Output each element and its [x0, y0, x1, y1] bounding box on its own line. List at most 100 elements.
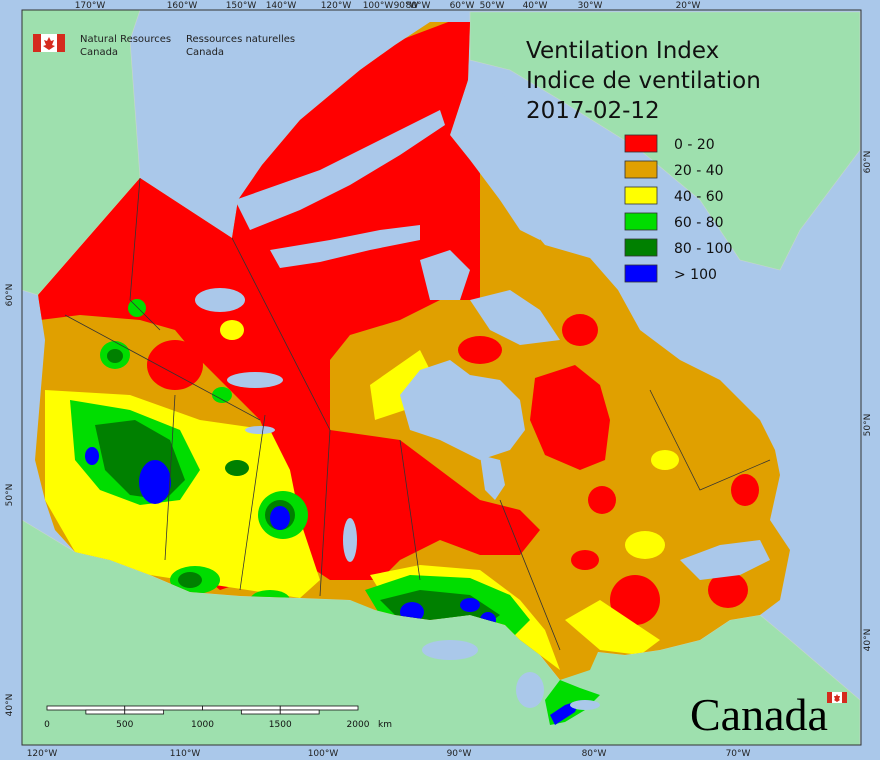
arctic-channels [235, 110, 445, 230]
graticule-bottom-label: 110°W [170, 749, 201, 759]
legend-label: 40 - 60 [674, 189, 724, 205]
agency-name-fr-line1: Ressources naturelles [186, 34, 295, 45]
scale-tick-label: 1500 [269, 720, 292, 730]
graticule-top-label: 120°W [321, 1, 352, 11]
graticule-bottom-label: 90°W [447, 749, 472, 759]
graticule-left-labels: 60°N 50°N 40°N [5, 284, 15, 717]
agency-name-en-line1: Natural Resources [80, 34, 171, 45]
60th-parallel-border [64, 314, 261, 421]
legend-item: 0 - 20 [624, 134, 715, 153]
legend-item: 20 - 40 [624, 160, 724, 179]
title-date: 2017-02-12 [526, 98, 660, 124]
graticule-left-label: 40°N [5, 694, 15, 717]
legend-label: 0 - 20 [674, 137, 715, 153]
scale-tick-label: 1000 [191, 720, 214, 730]
graticule-bottom-label: 70°W [726, 749, 751, 759]
zone-0-20-quebec [530, 365, 610, 470]
graticule-top-label: 170°W [75, 1, 106, 11]
graticule-top-labels: 170°W 160°W 150°W 140°W 120°W 100°W 90°W80°W 60… [75, 1, 701, 11]
legend-swatch [624, 238, 658, 257]
graticule-top-label: 60°W [450, 1, 475, 11]
lake-athabasca [245, 426, 275, 434]
zone-over-100-alberta [139, 460, 171, 504]
nwt-nunavut-border [231, 237, 331, 431]
graticule-top-label: 40°W [523, 1, 548, 11]
zone-80-100-mt-border [178, 572, 202, 588]
graticule-top-label: 80°W [406, 1, 431, 11]
title-fr: Indice de ventilation [526, 68, 761, 94]
zone-60-80-yukon-north [128, 299, 146, 317]
yukon-nwt-border [129, 177, 161, 331]
graticule-top-label: 90°W [394, 1, 419, 11]
map-frame [21, 9, 862, 746]
ontario-quebec-border [499, 499, 561, 651]
hudson-strait [470, 290, 560, 345]
zone-0-20-eastern-townships [610, 575, 660, 625]
graticule-bottom-label: 80°W [582, 749, 607, 759]
quebec-labrador-border [649, 389, 771, 491]
alberta-sask-border [239, 414, 266, 591]
legend-item: > 100 [624, 264, 717, 283]
legend-label: 20 - 40 [674, 163, 724, 179]
graticule-top-label: 160°W [167, 1, 198, 11]
zone-40-60-quebec [565, 600, 660, 655]
graticule-left-label: 50°N [5, 484, 15, 507]
zone-0-20-labrador-south [731, 474, 759, 506]
foxe-basin [420, 250, 470, 300]
legend-label: 60 - 80 [674, 215, 724, 231]
graticule-bottom-labels: 120°W 110°W 100°W 90°W 80°W 70°W [27, 749, 751, 759]
zone-0-20-hudson-east [458, 336, 502, 364]
zone-0-20-quebec-central [571, 550, 599, 570]
zone-0-20-ungava [562, 314, 598, 346]
zone-80-100-yukon [107, 349, 123, 363]
arctic-channels-2 [270, 225, 420, 268]
map-title: Ventilation Index Indice de ventilation … [526, 38, 761, 124]
graticule-top-label: 140°W [266, 1, 297, 11]
graticule-top-label: 30°W [578, 1, 603, 11]
manitoba-ontario-border [399, 439, 421, 581]
zone-0-20-new-brunswick [708, 572, 748, 608]
zone-0-20-quebec-south [588, 486, 616, 514]
legend: 0 - 20 20 - 40 40 - 60 60 - 80 80 - 100 > 100 [624, 134, 733, 283]
zone-40-60-lsj [625, 531, 665, 559]
scale-tick-label: 500 [116, 720, 133, 730]
great-bear-lake [195, 288, 245, 312]
graticule-top-label: 150°W [226, 1, 257, 11]
great-slave-lake [227, 372, 283, 388]
graticule-left-label: 60°N [5, 284, 15, 307]
scale-unit: km [378, 720, 392, 730]
greenland-land [469, 11, 861, 271]
canada-wordmark: Canada [690, 689, 847, 740]
graticule-bottom-label: 100°W [308, 749, 339, 759]
agency-name-fr-line2: Canada [186, 47, 224, 58]
zone-40-60-hudson [370, 350, 430, 420]
wordmark-flag-icon [827, 692, 847, 703]
legend-swatch [624, 134, 658, 153]
graticule-bottom-label: 120°W [27, 749, 58, 759]
zone-over-100-ontario-mid [460, 598, 480, 612]
agency-signature: Natural Resources Canada Ressources natu… [33, 34, 295, 58]
canada-wordmark-text: Canada [690, 689, 828, 740]
legend-item: 40 - 60 [624, 186, 724, 205]
graticule-top-label: 20°W [676, 1, 701, 11]
graticule-top-label: 50°W [480, 1, 505, 11]
legend-swatch [624, 264, 658, 283]
hudson-bay [400, 360, 525, 460]
graticule-right-label: 40°N [863, 629, 873, 652]
scale-tick-label: 2000 [347, 720, 370, 730]
lake-ontario [570, 700, 600, 710]
provincial-boundaries [64, 177, 771, 651]
lake-superior [422, 640, 478, 660]
lake-winnipeg [343, 518, 357, 562]
legend-swatch [624, 186, 658, 205]
baffin-bay [460, 80, 555, 240]
zone-0-20-mackenzie [147, 340, 203, 390]
legend-label: > 100 [674, 267, 717, 283]
legend-swatch [624, 160, 658, 179]
legend-label: 80 - 100 [674, 241, 733, 257]
zone-80-100-alberta [225, 460, 249, 476]
water-bodies [195, 80, 770, 710]
graticule-top-label: 100°W [363, 1, 394, 11]
